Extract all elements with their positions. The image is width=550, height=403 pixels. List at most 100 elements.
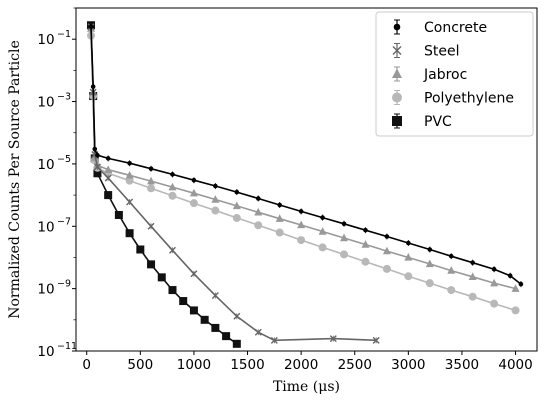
data-point [275,228,284,237]
svg-text:10: 10 [37,32,54,48]
data-point [270,336,278,344]
svg-text:−9: −9 [57,279,71,290]
data-point [491,266,497,272]
data-point [125,176,134,185]
data-point [104,165,113,173]
svg-text:−1: −1 [57,29,71,40]
x-tick-label: 2500 [338,357,372,373]
data-point [511,306,520,315]
data-point [518,281,524,287]
legend-marker-x-icon [392,46,402,55]
series-concrete [88,23,524,288]
data-point [447,266,456,274]
data-point [190,270,198,278]
data-point [234,189,240,195]
data-point [189,188,198,197]
data-point [372,336,380,344]
data-point [211,195,220,203]
data-point [341,221,347,227]
svg-text:10: 10 [37,344,54,360]
y-tick-label: 10 −11 [37,341,77,360]
data-point [406,240,411,246]
data-point [427,247,433,252]
x-axis-label: Time (μs) [273,379,340,395]
data-point [361,240,370,248]
data-point [168,182,177,191]
y-tick-label: 10 −7 [37,216,71,235]
y-axis: 10−110−310−510−710−910−11 [37,7,77,360]
y-axis-label: Normalized Counts Per Source Particle [7,40,23,319]
legend-entry: Polyethylene [392,90,514,107]
data-point [95,152,100,158]
data-point [275,214,284,222]
svg-text:10: 10 [37,95,54,111]
data-point [318,227,327,235]
data-point [104,174,112,182]
legend-label: Steel [424,44,460,60]
y-tick-label: 10 −9 [37,279,71,298]
legend-entry: PVC [392,113,452,130]
data-point [340,233,349,242]
data-point [425,279,434,288]
data-point [125,229,134,238]
data-point [93,169,102,178]
legend-marker-circle-icon [392,92,402,103]
x-tick-label: 3500 [445,357,479,373]
data-point [213,183,218,189]
legend-label: PVC [424,114,452,130]
series-line [90,26,377,342]
data-point [168,246,176,254]
data-point [147,184,156,193]
data-point [470,260,475,265]
svg-text:10: 10 [37,219,54,235]
data-point [277,202,282,208]
data-point [147,222,155,230]
data-point [147,260,156,269]
legend-box [375,11,534,137]
data-point [468,272,477,280]
data-point [147,176,156,185]
data-point [382,246,391,255]
legend-label: Jabroc [423,67,467,83]
data-point [468,292,477,301]
x-tick-label: 4000 [498,357,532,373]
data-point [404,272,413,281]
data-point [222,332,231,341]
svg-text:10: 10 [37,157,54,173]
x-tick-label: 3000 [391,357,425,373]
legend-label: Polyethylene [424,91,514,107]
data-point [104,191,113,200]
data-point [88,24,94,30]
data-point [179,297,188,306]
data-point [490,299,499,308]
legend-marker-triangle-icon [392,68,402,78]
data-point [92,146,98,152]
data-point [157,273,166,282]
data-point [511,284,520,292]
data-point [490,278,499,287]
data-point [189,199,198,208]
data-point [340,250,349,259]
series-steel [87,23,380,344]
data-point [448,253,454,259]
x-tick-label: 500 [127,357,153,373]
x-tick-label: 1500 [230,357,264,373]
data-point [254,207,263,216]
legend-entry: Steel [392,43,460,60]
plot-frame [75,7,538,352]
data-point [191,177,197,183]
x-tick-label: 0 [82,357,91,373]
data-point [200,315,209,324]
data-point [363,227,368,233]
data-point [254,221,263,230]
data-point [211,292,219,300]
legend: Concrete Steel Jabroc Polyethylene PVC [375,11,534,137]
legend-label: Concrete [424,20,487,36]
data-point [211,206,220,215]
data-point [447,286,456,295]
data-point [189,306,198,315]
svg-text:−7: −7 [57,216,71,227]
data-point [90,84,96,89]
data-point [255,196,261,201]
svg-text:−11: −11 [57,341,77,352]
